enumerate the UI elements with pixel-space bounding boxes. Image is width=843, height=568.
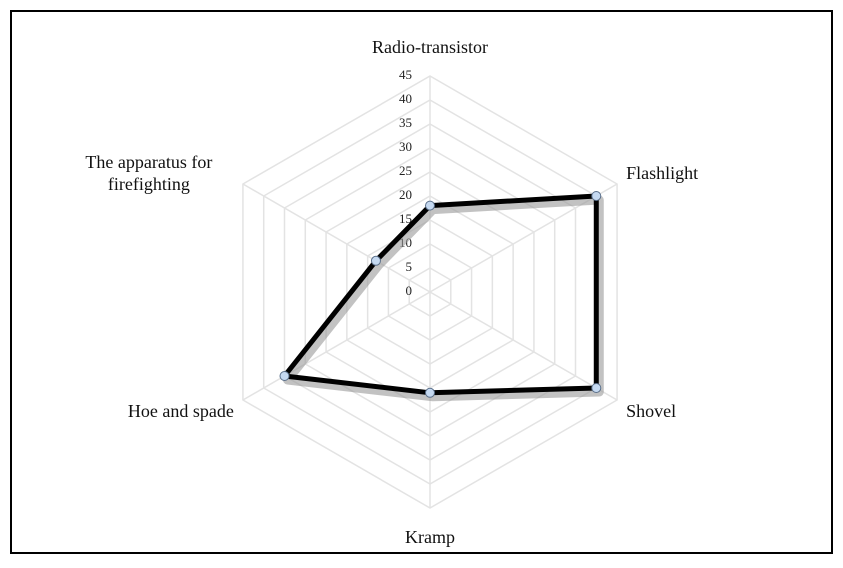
data-point: [279, 371, 290, 381]
category-label: Flashlight: [626, 163, 699, 183]
tick-label: 45: [399, 67, 412, 82]
tick-label: 0: [406, 283, 413, 298]
tick-label: 5: [406, 259, 413, 274]
tick-label: 20: [399, 187, 412, 202]
data-point: [425, 387, 435, 398]
category-label: Radio-transistor: [372, 37, 488, 57]
chart-frame: [10, 10, 833, 554]
data-point: [370, 255, 381, 266]
tick-label: 25: [399, 163, 412, 178]
tick-label: 15: [399, 211, 412, 226]
spoke: [242, 183, 431, 293]
data-point: [425, 200, 435, 211]
category-label: Kramp: [405, 527, 455, 547]
tick-label: 40: [399, 91, 412, 106]
data-point: [591, 383, 602, 393]
tick-label: 30: [399, 139, 412, 154]
spoke: [429, 291, 618, 401]
category-label: Shovel: [626, 401, 677, 421]
series-shadow: [283, 195, 604, 402]
tick-label: 35: [399, 115, 412, 130]
category-label: The apparatus for firefighting: [85, 152, 213, 194]
data-point: [591, 191, 602, 201]
category-label: Hoe and spade: [127, 401, 234, 421]
spoke: [242, 291, 431, 401]
